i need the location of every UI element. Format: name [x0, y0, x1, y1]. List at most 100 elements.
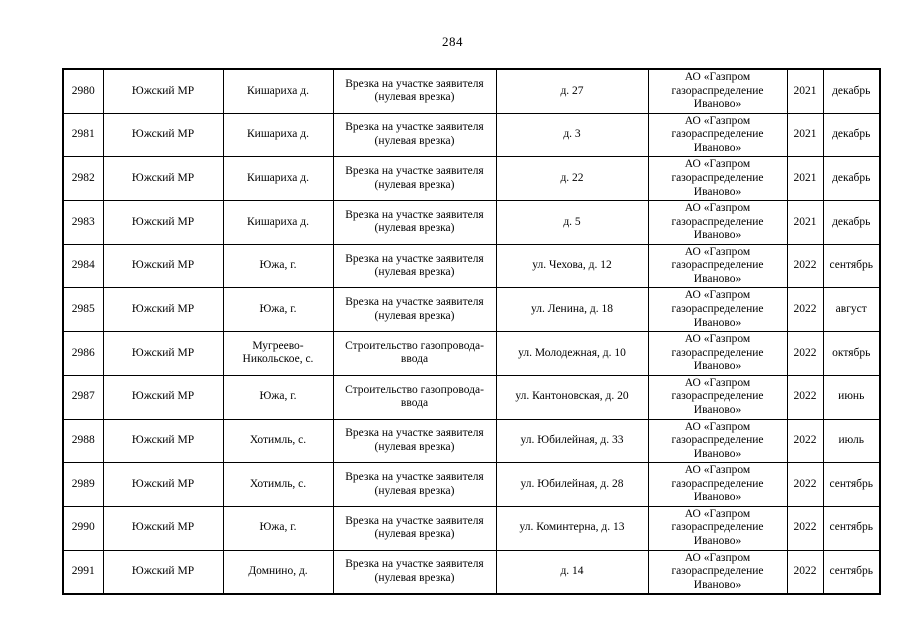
cell-work-type: Врезка на участке заявителя (нулевая вре… — [332, 505, 497, 551]
cell-address: д. 14 — [495, 549, 649, 595]
cell-address: ул. Юбилейная, д. 33 — [495, 418, 649, 464]
cell-year: 2022 — [786, 549, 824, 595]
cell-municipality: Южский МР — [102, 462, 224, 507]
cell-organization: АО «Газпром газораспределение Иваново» — [647, 462, 788, 507]
cell-settlement: Кишариха д. — [222, 112, 334, 158]
cell-month: сентябрь — [822, 505, 881, 551]
cell-number: 2982 — [62, 156, 104, 202]
cell-year: 2021 — [786, 68, 824, 114]
cell-year: 2022 — [786, 462, 824, 507]
cell-month: сентябрь — [822, 243, 881, 289]
cell-work-type: Врезка на участке заявителя (нулевая вре… — [332, 156, 497, 202]
cell-work-type: Строительство газопровода-ввода — [332, 331, 497, 376]
table-row: 2985 Южский МР Южа, г. Врезка на участке за… — [62, 287, 881, 333]
cell-address: д. 22 — [495, 156, 649, 202]
cell-settlement: Южа, г. — [222, 287, 334, 333]
cell-number: 2984 — [62, 243, 104, 289]
gasification-records-table: 2980 Южский МР Кишариха д. Врезка на участк… — [62, 68, 881, 596]
page-number: 284 — [442, 34, 463, 49]
table-row: 2984 Южский МР Южа, г. Врезка на участке за… — [62, 243, 881, 289]
cell-month: декабрь — [822, 112, 881, 158]
cell-settlement: Южа, г. — [222, 243, 334, 289]
cell-settlement: Мугреево-Никольское, с. — [222, 331, 334, 376]
cell-number: 2986 — [62, 331, 104, 376]
cell-month: сентябрь — [822, 462, 881, 507]
cell-organization: АО «Газпром газораспределение Иваново» — [647, 549, 788, 595]
cell-municipality: Южский МР — [102, 243, 224, 289]
cell-month: август — [822, 287, 881, 333]
cell-organization: АО «Газпром газораспределение Иваново» — [647, 200, 788, 245]
table-row: 2980 Южский МР Кишариха д. Врезка на участк… — [62, 68, 881, 114]
cell-month: июнь — [822, 374, 881, 420]
table-body: 2980 Южский МР Кишариха д. Врезка на участк… — [62, 68, 881, 595]
table-row: 2991 Южский МР Домнино, д. Врезка на участк… — [62, 549, 881, 595]
cell-year: 2021 — [786, 112, 824, 158]
cell-work-type: Врезка на участке заявителя (нулевая вре… — [332, 243, 497, 289]
cell-number: 2988 — [62, 418, 104, 464]
cell-work-type: Врезка на участке заявителя (нулевая вре… — [332, 462, 497, 507]
cell-work-type: Врезка на участке заявителя (нулевая вре… — [332, 200, 497, 245]
cell-number: 2985 — [62, 287, 104, 333]
cell-number: 2983 — [62, 200, 104, 245]
cell-year: 2022 — [786, 331, 824, 376]
table-row: 2986 Южский МР Мугреево-Никольское, с. Стро… — [62, 331, 881, 376]
cell-year: 2022 — [786, 287, 824, 333]
cell-organization: АО «Газпром газораспределение Иваново» — [647, 112, 788, 158]
cell-organization: АО «Газпром газораспределение Иваново» — [647, 156, 788, 202]
cell-year: 2021 — [786, 156, 824, 202]
cell-municipality: Южский МР — [102, 418, 224, 464]
cell-address: ул. Молодежная, д. 10 — [495, 331, 649, 376]
cell-municipality: Южский МР — [102, 112, 224, 158]
cell-settlement: Домнино, д. — [222, 549, 334, 595]
cell-settlement: Кишариха д. — [222, 156, 334, 202]
cell-month: декабрь — [822, 68, 881, 114]
cell-address: ул. Кантоновская, д. 20 — [495, 374, 649, 420]
cell-address: ул. Коминтерна, д. 13 — [495, 505, 649, 551]
cell-work-type: Строительство газопровода-ввода — [332, 374, 497, 420]
cell-address: ул. Чехова, д. 12 — [495, 243, 649, 289]
cell-work-type: Врезка на участке заявителя (нулевая вре… — [332, 287, 497, 333]
cell-municipality: Южский МР — [102, 200, 224, 245]
cell-month: сентябрь — [822, 549, 881, 595]
cell-number: 2989 — [62, 462, 104, 507]
cell-month: декабрь — [822, 200, 881, 245]
cell-number: 2990 — [62, 505, 104, 551]
cell-number: 2987 — [62, 374, 104, 420]
table-row: 2982 Южский МР Кишариха д. Врезка на участк… — [62, 156, 881, 202]
cell-settlement: Южа, г. — [222, 505, 334, 551]
cell-organization: АО «Газпром газораспределение Иваново» — [647, 68, 788, 114]
cell-month: декабрь — [822, 156, 881, 202]
table-row: 2981 Южский МР Кишариха д. Врезка на участк… — [62, 112, 881, 158]
cell-year: 2022 — [786, 374, 824, 420]
table-row: 2990 Южский МР Южа, г. Врезка на участке за… — [62, 505, 881, 551]
cell-work-type: Врезка на участке заявителя (нулевая вре… — [332, 418, 497, 464]
table-row: 2988 Южский МР Хотимль, с. Врезка на участк… — [62, 418, 881, 464]
table-row: 2989 Южский МР Хотимль, с. Врезка на участк… — [62, 462, 881, 507]
cell-municipality: Южский МР — [102, 287, 224, 333]
cell-municipality: Южский МР — [102, 331, 224, 376]
cell-municipality: Южский МР — [102, 505, 224, 551]
cell-settlement: Кишариха д. — [222, 68, 334, 114]
cell-organization: АО «Газпром газораспределение Иваново» — [647, 331, 788, 376]
cell-municipality: Южский МР — [102, 374, 224, 420]
cell-work-type: Врезка на участке заявителя (нулевая вре… — [332, 68, 497, 114]
cell-municipality: Южский МР — [102, 68, 224, 114]
cell-organization: АО «Газпром газораспределение Иваново» — [647, 287, 788, 333]
cell-year: 2022 — [786, 243, 824, 289]
table-row: 2983 Южский МР Кишариха д. Врезка на участк… — [62, 200, 881, 245]
cell-organization: АО «Газпром газораспределение Иваново» — [647, 374, 788, 420]
cell-month: октябрь — [822, 331, 881, 376]
cell-number: 2980 — [62, 68, 104, 114]
cell-organization: АО «Газпром газораспределение Иваново» — [647, 505, 788, 551]
cell-work-type: Врезка на участке заявителя (нулевая вре… — [332, 112, 497, 158]
cell-organization: АО «Газпром газораспределение Иваново» — [647, 418, 788, 464]
cell-year: 2021 — [786, 200, 824, 245]
cell-municipality: Южский МР — [102, 549, 224, 595]
cell-year: 2022 — [786, 418, 824, 464]
cell-settlement: Кишариха д. — [222, 200, 334, 245]
cell-municipality: Южский МР — [102, 156, 224, 202]
cell-address: д. 27 — [495, 68, 649, 114]
cell-year: 2022 — [786, 505, 824, 551]
cell-address: ул. Юбилейная, д. 28 — [495, 462, 649, 507]
